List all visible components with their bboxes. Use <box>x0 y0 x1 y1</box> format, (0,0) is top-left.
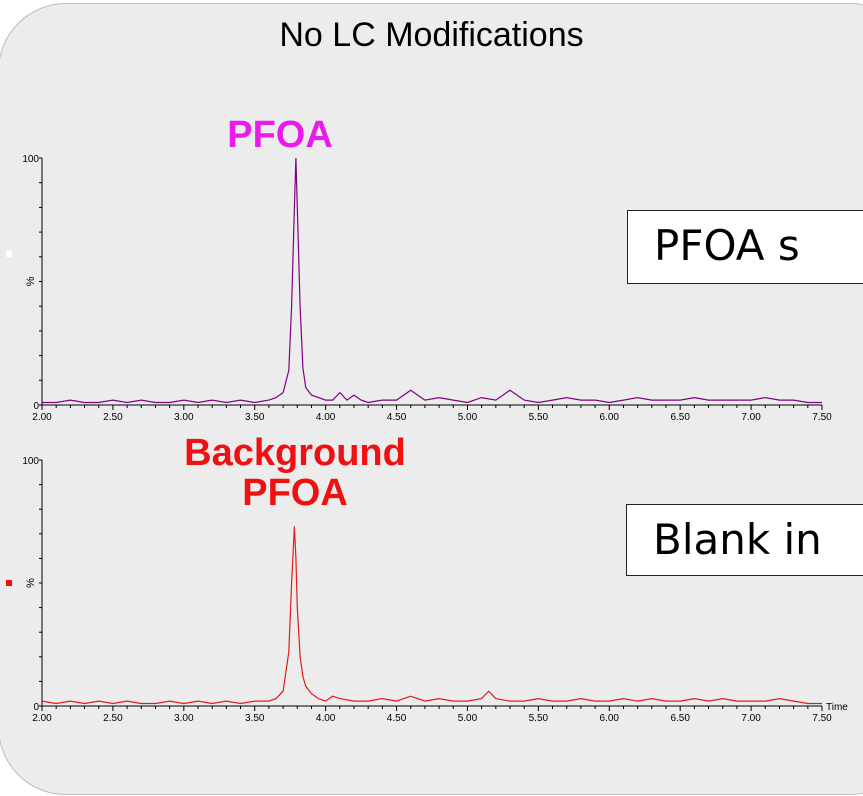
x-tick-label: 7.00 <box>741 713 761 724</box>
x-tick-label: 6.00 <box>600 412 620 423</box>
chromatogram-trace-1 <box>42 157 822 404</box>
sample-callout-box: PFOA s <box>627 210 863 284</box>
peak-label-line-1: Background <box>184 432 406 474</box>
chromatogram-trace-2 <box>41 526 822 705</box>
x-tick-label: 6.00 <box>600 713 620 724</box>
x-tick-label: 3.50 <box>245 713 265 724</box>
x-tick-label: 5.50 <box>529 412 549 423</box>
x-tick-label: 2.00 <box>32 412 52 423</box>
x-tick-label: 4.50 <box>387 713 407 724</box>
x-tick-label: 6.50 <box>670 412 690 423</box>
x-tick-label: 3.00 <box>174 412 194 423</box>
y-axis-label: % <box>25 276 37 286</box>
x-tick-label: 6.50 <box>670 713 690 724</box>
x-axis-label: Time <box>826 702 848 713</box>
trace-marker-1 <box>6 251 12 257</box>
x-tick-label: 2.50 <box>103 713 123 724</box>
x-tick-label: 4.00 <box>316 412 336 423</box>
peak-label-pfoa: PFOA <box>227 114 333 156</box>
x-tick-label: 2.50 <box>103 412 123 423</box>
figure-title: No LC Modifications <box>279 16 584 54</box>
x-tick-label: 2.00 <box>32 713 52 724</box>
y-tick-label-bottom: 0 <box>33 702 39 713</box>
y-tick-label-top: 100 <box>22 154 39 165</box>
y-tick-label-top: 100 <box>22 456 39 467</box>
y-axis-label: % <box>25 578 37 588</box>
x-tick-label: 5.00 <box>458 412 478 423</box>
x-tick-label: 5.50 <box>529 713 549 724</box>
x-tick-label: 4.50 <box>387 412 407 423</box>
x-tick-label: 7.50 <box>812 412 832 423</box>
peak-label-background-pfoa: Background PFOA <box>120 433 470 513</box>
x-tick-label: 3.50 <box>245 412 265 423</box>
x-tick-label: 4.00 <box>316 713 336 724</box>
blank-callout-box: Blank in <box>626 504 863 576</box>
peak-label-line-2: PFOA <box>242 472 348 514</box>
y-tick-label-bottom: 0 <box>33 401 39 412</box>
x-tick-label: 7.00 <box>741 412 761 423</box>
trace-marker-2 <box>6 580 12 586</box>
x-tick-label: 3.00 <box>174 713 194 724</box>
x-tick-label: 7.50 <box>812 713 832 724</box>
x-tick-label: 5.00 <box>458 713 478 724</box>
